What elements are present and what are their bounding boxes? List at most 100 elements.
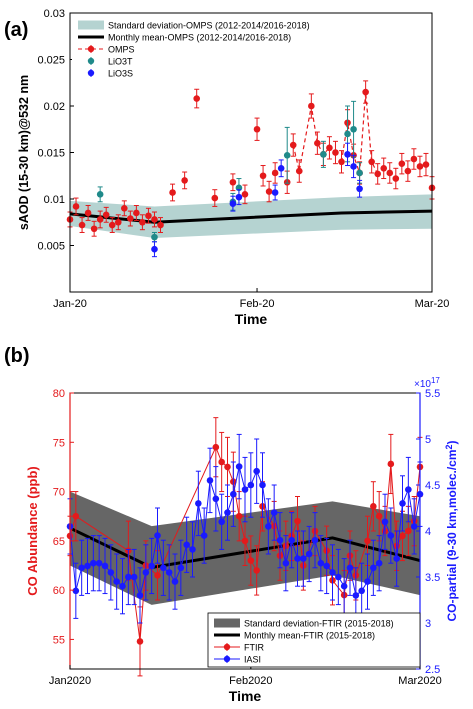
exponent-power: 17: [431, 376, 440, 385]
legend-label: Standard deviation-FTIR (2015-2018): [244, 619, 394, 629]
x-tick-label: Mar-20: [415, 298, 450, 310]
data-point: [108, 217, 116, 233]
marker: [335, 573, 342, 581]
data-point: [193, 88, 200, 109]
y2-tick-label: 2.5: [425, 664, 440, 676]
data-point: [229, 173, 237, 192]
data-point: [211, 189, 219, 207]
marker: [78, 564, 85, 572]
data-point: [364, 553, 371, 610]
data-point: [78, 539, 85, 596]
marker: [410, 523, 418, 530]
data-point: [127, 210, 134, 227]
legend-box: [207, 612, 421, 668]
data-point: [200, 507, 208, 564]
data-point: [181, 171, 188, 190]
data-point: [206, 447, 214, 514]
data-point: [195, 470, 202, 537]
data-point: [113, 553, 120, 610]
marker: [311, 536, 319, 544]
marker: [416, 163, 424, 170]
marker: [350, 163, 357, 170]
data-point: [160, 539, 167, 596]
marker: [212, 443, 220, 451]
marker: [386, 169, 394, 177]
legend-label: IASI: [244, 655, 261, 665]
y-tick-label: 80: [53, 388, 65, 400]
marker: [200, 532, 208, 539]
marker: [375, 559, 383, 567]
data-point: [90, 535, 97, 592]
data-point: [344, 142, 351, 167]
marker: [127, 215, 134, 222]
marker: [338, 158, 345, 166]
data-point: [125, 548, 132, 606]
data-point: [183, 516, 190, 573]
data-point: [265, 180, 273, 203]
marker: [96, 216, 104, 223]
legend-swatch: [87, 69, 95, 77]
data-point: [218, 431, 225, 493]
data-point: [130, 548, 138, 606]
data-point: [253, 438, 260, 504]
x-axis-label: Time: [229, 688, 262, 704]
data-point: [335, 548, 342, 606]
marker: [294, 555, 301, 562]
dashed-line: [292, 105, 330, 172]
marker: [387, 460, 395, 468]
data-point: [72, 197, 80, 216]
marker: [151, 216, 158, 223]
marker: [387, 532, 395, 539]
marker: [247, 481, 255, 489]
data-point: [375, 535, 383, 592]
y-tick-label: 0.025: [37, 55, 65, 67]
data-point: [151, 211, 158, 228]
data-point: [387, 507, 395, 564]
marker: [346, 564, 354, 572]
data-point: [84, 205, 92, 221]
marker: [405, 486, 412, 493]
marker: [381, 518, 389, 526]
marker: [230, 490, 237, 498]
data-point: [386, 162, 394, 184]
data-point: [90, 220, 98, 237]
data-point: [271, 184, 279, 201]
data-point: [374, 163, 382, 185]
data-point: [119, 558, 126, 615]
marker: [95, 559, 103, 567]
marker: [364, 537, 371, 545]
data-point: [356, 179, 363, 198]
data-point: [358, 562, 365, 619]
marker: [283, 151, 291, 159]
marker: [212, 495, 220, 503]
data-point: [247, 452, 255, 518]
legend-label: Monthly mean-OMPS (2012-2014/2016-2018): [108, 33, 291, 43]
marker: [368, 158, 375, 166]
marker: [398, 160, 406, 167]
marker: [374, 170, 382, 178]
data-point: [356, 162, 363, 184]
marker: [136, 592, 144, 599]
data-point: [329, 544, 336, 601]
marker: [404, 167, 412, 175]
data-point: [381, 493, 389, 550]
data-point: [72, 491, 80, 542]
marker: [160, 564, 167, 572]
marker: [151, 245, 158, 253]
marker: [211, 194, 219, 202]
marker: [229, 178, 237, 186]
marker: [241, 191, 249, 198]
marker: [102, 211, 110, 219]
y2-exponent: ×1017: [414, 376, 440, 390]
marker: [218, 518, 225, 526]
marker: [282, 559, 290, 567]
marker: [271, 169, 279, 177]
y-axis-label-right: CO-partial (9-30 km,molec./cm2): [444, 440, 459, 621]
data-point: [277, 159, 285, 178]
legend-swatch: [214, 655, 240, 663]
data-point: [314, 131, 321, 155]
marker: [323, 562, 330, 570]
marker: [130, 573, 138, 581]
data-point: [398, 152, 406, 175]
